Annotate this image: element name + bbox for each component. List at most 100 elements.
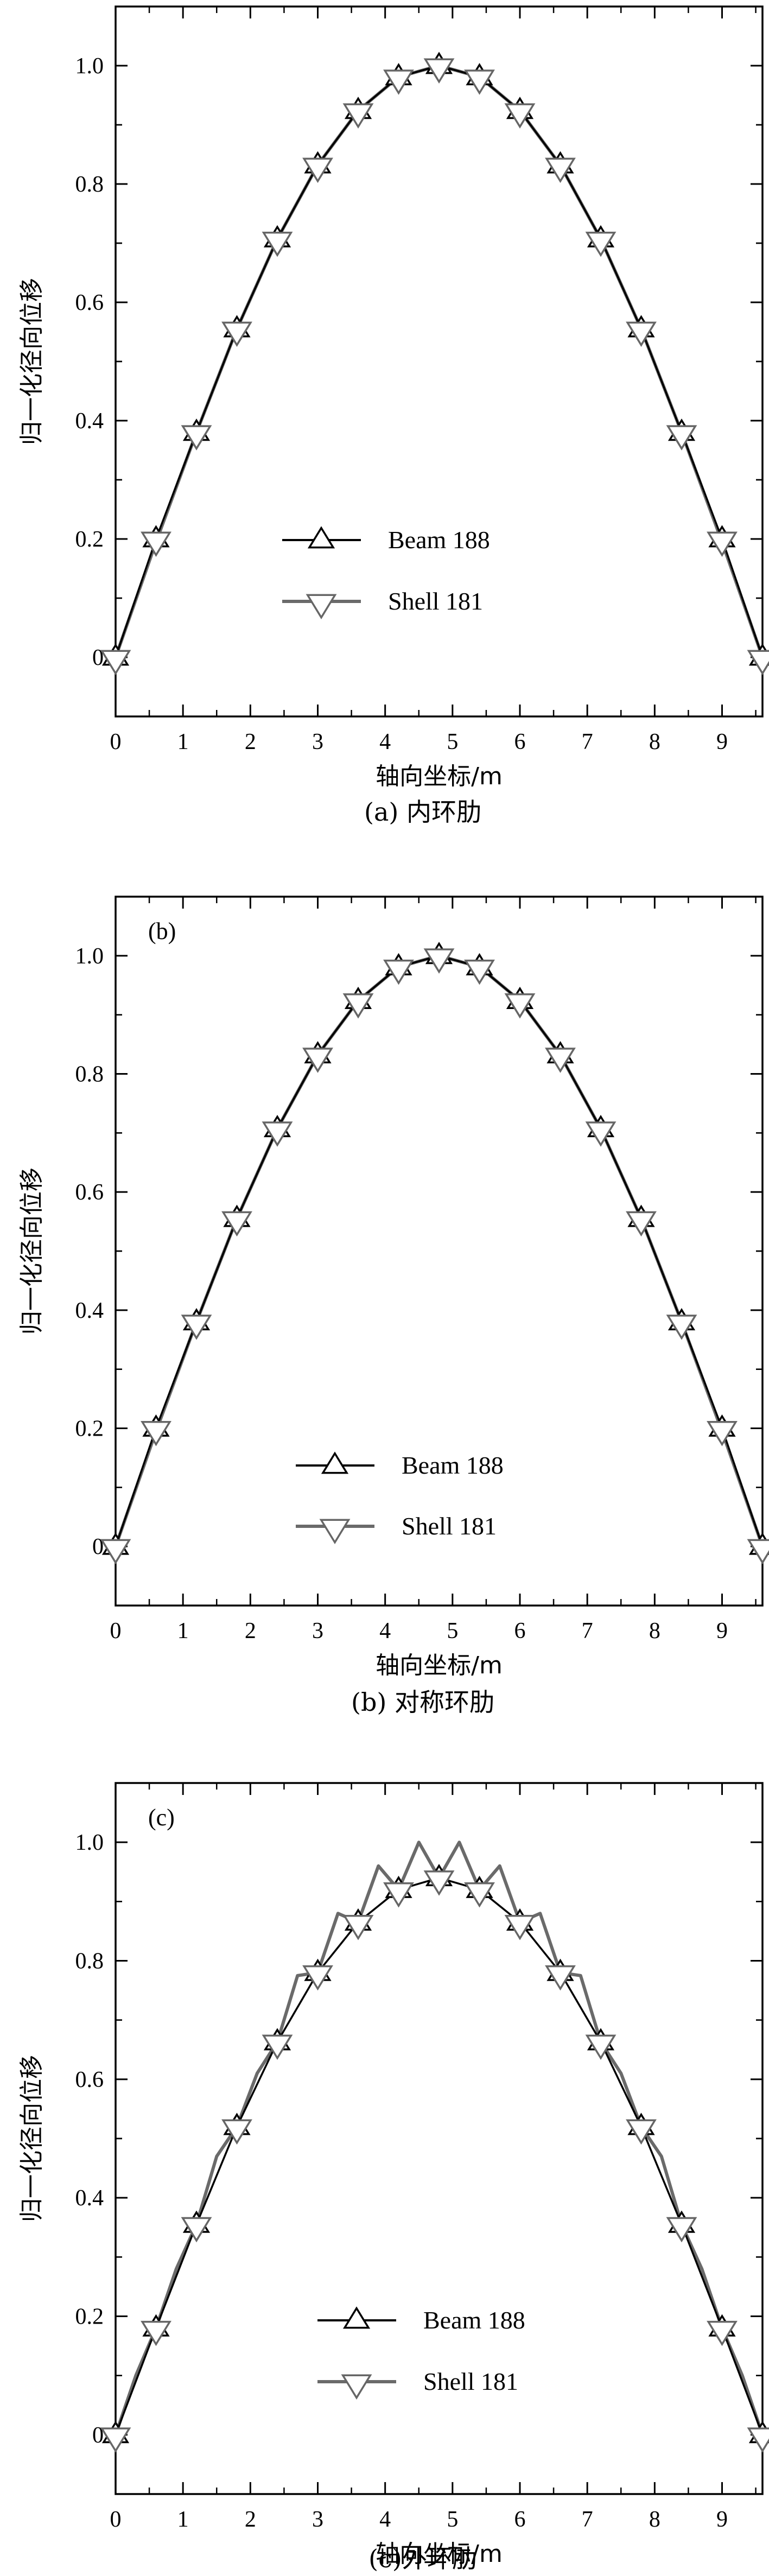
shell181-marker bbox=[262, 231, 293, 257]
legend: Beam 188 Shell 181 bbox=[296, 1451, 504, 1545]
legend-beam188-marker bbox=[307, 526, 335, 549]
legend-beam188-label: Beam 188 bbox=[402, 1451, 504, 1479]
y-tick-label: 1.0 bbox=[75, 1830, 104, 1855]
figure-caption: (b) 对称环肋 bbox=[351, 1687, 494, 1717]
x-tick-label: 9 bbox=[716, 1619, 728, 1644]
shell181-marker bbox=[302, 1965, 333, 1991]
x-tick-label: 0 bbox=[110, 729, 122, 754]
x-tick-label: 8 bbox=[649, 729, 660, 754]
shell181-marker bbox=[100, 1539, 131, 1565]
plot-frame bbox=[115, 896, 764, 1607]
x-tick-label: 1 bbox=[177, 729, 189, 754]
shell181-marker bbox=[100, 2427, 131, 2453]
shell181-marker bbox=[504, 993, 536, 1019]
shell181-marker bbox=[383, 69, 414, 95]
y-axis-label: 归一化径向位移 bbox=[18, 1168, 46, 1335]
beam188-line bbox=[115, 65, 764, 658]
legend-beam188-label: Beam 188 bbox=[423, 2306, 525, 2334]
x-tick-label: 2 bbox=[245, 729, 256, 754]
shell181-marker bbox=[585, 231, 617, 257]
legend: Beam 188 Shell 181 bbox=[317, 2306, 525, 2400]
x-tick-label: 1 bbox=[177, 2507, 189, 2532]
x-tick-label: 9 bbox=[716, 2507, 728, 2532]
x-tick-label: 3 bbox=[312, 729, 323, 754]
y-axis-label: 归一化径向位移 bbox=[18, 2055, 46, 2222]
shell181-marker bbox=[221, 321, 252, 347]
x-tick-label: 6 bbox=[514, 729, 526, 754]
x-tick-label: 4 bbox=[379, 1619, 391, 1644]
y-tick-label: 0.4 bbox=[75, 2186, 104, 2211]
shell181-marker bbox=[141, 1421, 171, 1446]
shell181-marker bbox=[707, 531, 738, 557]
shell181-marker bbox=[747, 1539, 769, 1565]
shell181-marker bbox=[100, 650, 131, 676]
x-tick-label: 8 bbox=[649, 2507, 660, 2532]
x-axis-label: 轴向坐标/m bbox=[376, 763, 503, 790]
shell181-marker bbox=[423, 948, 455, 974]
shell181-marker bbox=[141, 531, 171, 557]
x-tick-label: 4 bbox=[379, 729, 391, 754]
shell181-marker bbox=[585, 2034, 617, 2060]
y-tick-label: 0.8 bbox=[75, 1062, 104, 1087]
shell181-marker bbox=[181, 425, 212, 451]
chart-panel-3: 0 1 2 3 4 5 6 7 8 9 0 0.2 0.4 0.6 0.8 1.0 轴向坐标/m 归一化径向位移 (… bbox=[18, 1782, 769, 2573]
y-tick-label: 0.4 bbox=[75, 409, 104, 434]
legend-shell181-marker bbox=[306, 594, 337, 620]
shell181-marker bbox=[342, 1915, 374, 1940]
shell181-line bbox=[114, 1841, 764, 2435]
x-axis-label: 轴向坐标/m bbox=[376, 1652, 503, 1679]
x-tick-label: 5 bbox=[447, 729, 458, 754]
x-tick-label: 2 bbox=[245, 2507, 256, 2532]
chart-panel-2: 0 1 2 3 4 5 6 7 8 9 0 0.2 0.4 0.6 0.8 1.0 轴向坐标/m 归一化径向位移 (… bbox=[18, 896, 769, 1717]
y-tick-label: 0.6 bbox=[75, 2067, 104, 2092]
x-tick-label: 0 bbox=[110, 2507, 122, 2532]
y-tick-label: 0.6 bbox=[75, 1180, 104, 1205]
chart-panel-1: 0 1 2 3 4 5 6 7 8 9 0 0.2 0.4 0.6 0.8 1.0 轴向坐标/m 归一化径向位移 (… bbox=[18, 5, 769, 827]
y-tick-label: 0.8 bbox=[75, 1949, 104, 1974]
shell181-marker bbox=[302, 1048, 333, 1073]
shell181-marker bbox=[545, 1965, 576, 1991]
y-tick-label: 1.0 bbox=[75, 944, 104, 969]
x-tick-label: 1 bbox=[177, 1619, 189, 1644]
shell181-marker bbox=[626, 2119, 657, 2145]
shell181-marker bbox=[626, 321, 657, 347]
x-tick-label: 7 bbox=[582, 729, 593, 754]
shell181-marker bbox=[221, 2119, 252, 2145]
shell181-marker bbox=[626, 1211, 657, 1237]
x-tick-label: 3 bbox=[312, 2507, 323, 2532]
shell181-marker bbox=[141, 2320, 171, 2346]
legend-beam188-label: Beam 188 bbox=[388, 526, 490, 554]
shell181-marker bbox=[423, 58, 455, 84]
shell181-marker bbox=[747, 650, 769, 676]
shell181-marker bbox=[342, 103, 374, 129]
figure-caption: (a) 内环肋 bbox=[364, 797, 481, 827]
legend-shell181-label: Shell 181 bbox=[423, 2368, 518, 2395]
legend-shell181-marker bbox=[341, 2374, 372, 2400]
legend-shell181-marker bbox=[319, 1519, 351, 1545]
beam188-line bbox=[115, 1876, 764, 2435]
shell181-marker bbox=[707, 1421, 738, 1446]
x-tick-label: 8 bbox=[649, 1619, 660, 1644]
shell181-marker bbox=[221, 1211, 252, 1237]
panel-label: (c) bbox=[148, 1804, 175, 1831]
x-tick-label: 4 bbox=[379, 2507, 391, 2532]
y-tick-label: 0 bbox=[92, 2423, 104, 2448]
shell181-marker bbox=[666, 425, 697, 451]
shell181-marker bbox=[464, 960, 495, 985]
y-tick-label: 0.2 bbox=[75, 527, 104, 552]
shell181-marker bbox=[666, 1315, 697, 1340]
x-tick-label: 5 bbox=[447, 2507, 458, 2532]
shell181-marker bbox=[262, 1121, 293, 1147]
x-axis-label: 轴向坐标/m bbox=[376, 2540, 503, 2568]
shell181-marker bbox=[464, 1882, 495, 1908]
shell181-marker bbox=[423, 1870, 455, 1896]
x-tick-label: 3 bbox=[312, 1619, 323, 1644]
y-tick-label: 0 bbox=[92, 645, 104, 670]
shell181-line bbox=[114, 64, 764, 658]
x-tick-label: 5 bbox=[447, 1619, 458, 1644]
shell181-marker bbox=[504, 1915, 536, 1940]
shell181-marker bbox=[181, 2217, 212, 2243]
x-tick-label: 7 bbox=[582, 1619, 593, 1644]
panel-label: (b) bbox=[148, 918, 176, 944]
